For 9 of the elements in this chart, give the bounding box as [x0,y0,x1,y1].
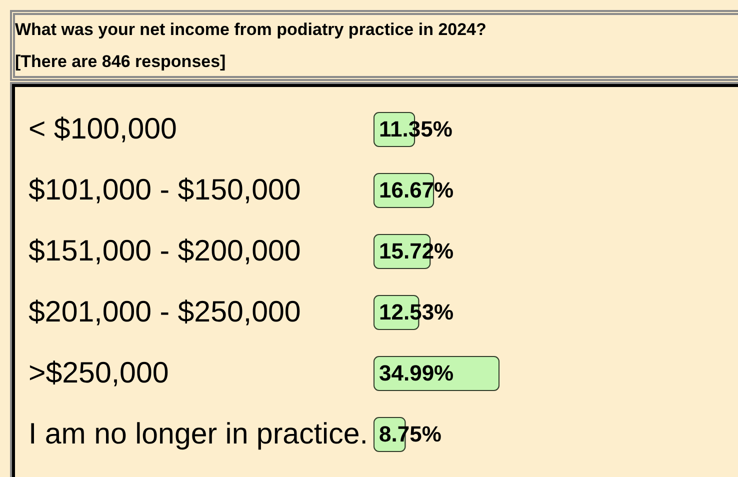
data-label: 34.99% [379,360,454,386]
chart-title: What was your net income from podiatry practice in 2024? [15,20,486,39]
y-tick-label: $201,000 - $250,000 [28,296,301,328]
y-tick-label: I am no longer in practice. [28,418,368,450]
text: [There are 846 responses] [15,52,226,71]
y-tick-label: < $100,000 [28,112,177,146]
y-tick-label: >$250,000 [28,356,169,390]
y-tick-label: $151,000 - $200,000 [28,234,301,268]
y-tick-label: $101,000 - $150,000 [28,174,301,206]
